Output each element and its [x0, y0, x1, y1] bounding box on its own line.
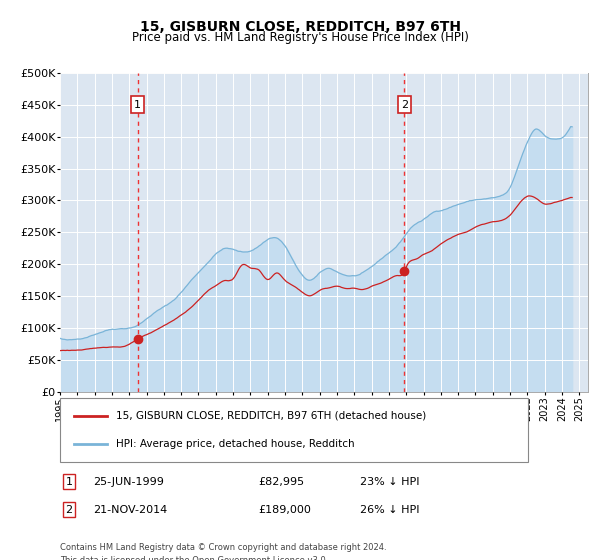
Text: 15, GISBURN CLOSE, REDDITCH, B97 6TH (detached house): 15, GISBURN CLOSE, REDDITCH, B97 6TH (de… [116, 410, 427, 421]
Text: Price paid vs. HM Land Registry's House Price Index (HPI): Price paid vs. HM Land Registry's House … [131, 31, 469, 44]
Text: 15, GISBURN CLOSE, REDDITCH, B97 6TH: 15, GISBURN CLOSE, REDDITCH, B97 6TH [139, 20, 461, 34]
Text: 21-NOV-2014: 21-NOV-2014 [93, 505, 167, 515]
FancyBboxPatch shape [60, 398, 528, 462]
Text: 1: 1 [65, 477, 73, 487]
Text: 2: 2 [65, 505, 73, 515]
Text: Contains HM Land Registry data © Crown copyright and database right 2024.
This d: Contains HM Land Registry data © Crown c… [60, 543, 386, 560]
Text: £82,995: £82,995 [258, 477, 304, 487]
Text: 25-JUN-1999: 25-JUN-1999 [93, 477, 164, 487]
Text: 1: 1 [134, 100, 141, 110]
Text: £189,000: £189,000 [258, 505, 311, 515]
Text: 23% ↓ HPI: 23% ↓ HPI [360, 477, 419, 487]
Text: 26% ↓ HPI: 26% ↓ HPI [360, 505, 419, 515]
Text: 2: 2 [401, 100, 408, 110]
Text: HPI: Average price, detached house, Redditch: HPI: Average price, detached house, Redd… [116, 439, 355, 449]
